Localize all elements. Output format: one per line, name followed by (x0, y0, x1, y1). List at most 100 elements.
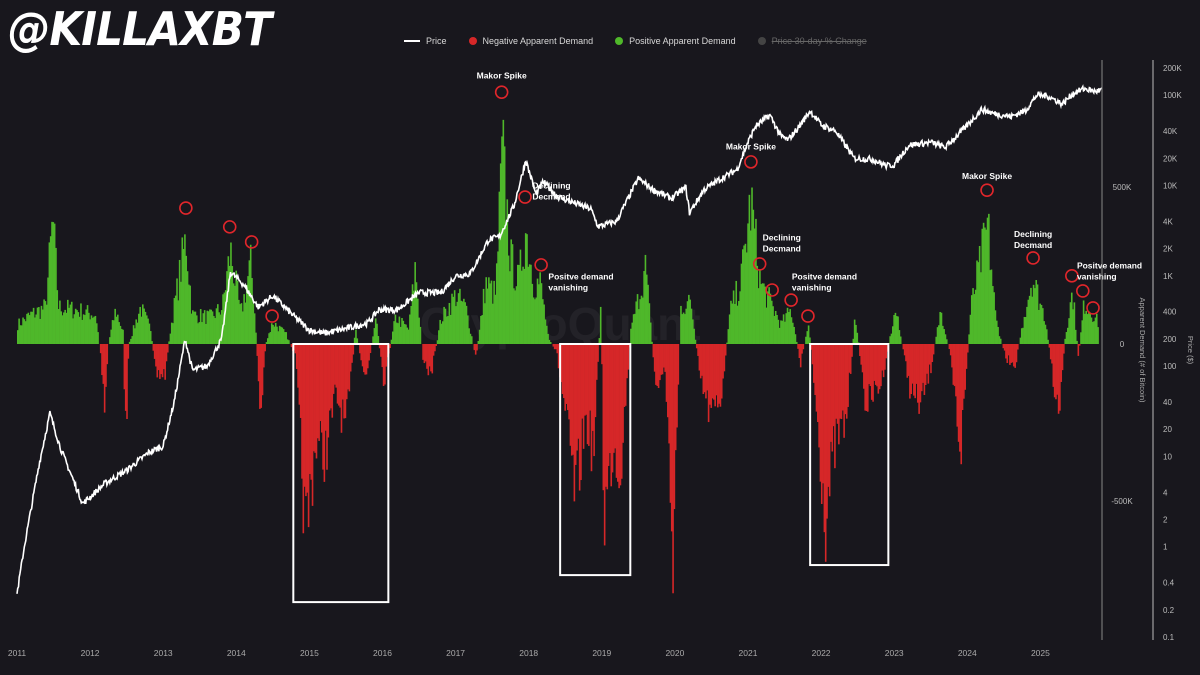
demand-bar (815, 344, 818, 412)
demand-bar (1074, 329, 1077, 344)
demand-bar (506, 199, 509, 344)
demand-bar (414, 262, 416, 344)
demand-bar (514, 290, 516, 344)
legend-item-negative-demand[interactable]: Negative Apparent Demand (468, 36, 593, 46)
demand-bar (397, 323, 399, 344)
demand-bar (324, 344, 327, 431)
legend-item-price[interactable]: Price (404, 36, 447, 46)
highlight-circle (1075, 284, 1090, 298)
demand-bar (1045, 329, 1048, 344)
demand-bar (406, 327, 409, 344)
legend-item-positive-demand[interactable]: Positive Apparent Demand (615, 36, 736, 46)
demand-bar (602, 344, 605, 491)
demand-bar (1005, 344, 1007, 359)
demand-bar (153, 344, 156, 359)
demand-bar (264, 344, 266, 352)
demand-bar (873, 344, 876, 381)
demand-bar (143, 308, 145, 344)
demand-bar (917, 344, 919, 403)
annotation-line: Makor Spike (726, 141, 776, 151)
demand-bar (1003, 344, 1006, 351)
demand-bar (85, 309, 88, 344)
demand-bar (761, 283, 764, 344)
demand-bar (798, 344, 801, 359)
demand-bar (699, 344, 702, 379)
demand-bar (240, 303, 243, 344)
demand-bar (665, 344, 668, 402)
demand-bar (160, 344, 163, 375)
demand-bar (60, 311, 63, 344)
demand-bar (597, 344, 599, 362)
demand-bar (489, 283, 491, 344)
demand-bar (763, 283, 765, 344)
demand-bar (273, 326, 276, 344)
demand-bar (501, 136, 503, 344)
highlight-circle (765, 283, 779, 297)
demand-bar (151, 341, 153, 344)
demand-axis-title: Apparent Demand (# of Bitcoin) (1138, 297, 1147, 403)
demand-bar (972, 288, 974, 344)
demand-bar (338, 344, 340, 406)
demand-bar (331, 344, 334, 418)
annotation-line: Decmand (763, 243, 801, 253)
demand-bar (970, 295, 973, 344)
demand-bar (18, 318, 20, 344)
demand-bar (80, 303, 82, 344)
demand-bar (19, 325, 22, 344)
highlight-circle (980, 183, 994, 197)
demand-bar (253, 313, 256, 344)
demand-bar (339, 344, 341, 408)
demand-bar (135, 319, 138, 344)
demand-bar (694, 339, 697, 344)
demand-bar (207, 311, 210, 344)
demand-bar (939, 311, 941, 344)
demand-bar (634, 313, 636, 344)
legend-item-price-change[interactable]: Price 30-day % Change (757, 36, 867, 46)
x-tick-label: 2013 (154, 648, 173, 658)
highlight-circle (1086, 301, 1100, 315)
demand-bar (473, 344, 476, 351)
demand-bar (463, 298, 465, 344)
demand-bar (956, 344, 959, 427)
demand-bar (198, 322, 201, 344)
demand-bar (981, 228, 984, 344)
demand-bar (205, 323, 207, 344)
demand-bar (226, 271, 228, 344)
demand-bar (360, 344, 363, 361)
demand-bar (1080, 332, 1082, 344)
x-tick-label: 2014 (227, 648, 246, 658)
demand-bar (236, 280, 239, 344)
demand-bar (181, 237, 184, 344)
demand-bar (909, 344, 911, 399)
demand-bar (518, 264, 520, 344)
demand-bar (853, 319, 856, 344)
demand-bar (1035, 280, 1038, 344)
demand-bar (378, 344, 381, 349)
demand-bar (453, 290, 456, 344)
demand-bar (1010, 344, 1013, 363)
demand-bar (255, 332, 257, 344)
demand-bar (709, 344, 711, 405)
demand-bar (234, 285, 236, 344)
demand-bar (561, 344, 564, 395)
demand-bar (395, 322, 398, 344)
demand-bar (895, 316, 898, 344)
demand-bar (644, 254, 647, 344)
demand-bar (926, 344, 928, 374)
demand-bar (356, 338, 359, 344)
demand-bar (102, 344, 105, 384)
demand-bar (348, 344, 351, 392)
demand-bar (757, 288, 760, 344)
demand-bar (719, 344, 722, 407)
demand-bar (572, 344, 574, 455)
demand-bar (1056, 344, 1059, 395)
demand-bar (201, 322, 203, 344)
demand-bar (502, 119, 505, 345)
demand-bar (977, 262, 980, 344)
demand-bar (49, 236, 52, 344)
demand-bar (772, 306, 774, 344)
demand-bar (474, 344, 477, 355)
demand-bar (636, 294, 639, 344)
demand-bar (385, 344, 388, 367)
demand-bar (718, 344, 720, 404)
